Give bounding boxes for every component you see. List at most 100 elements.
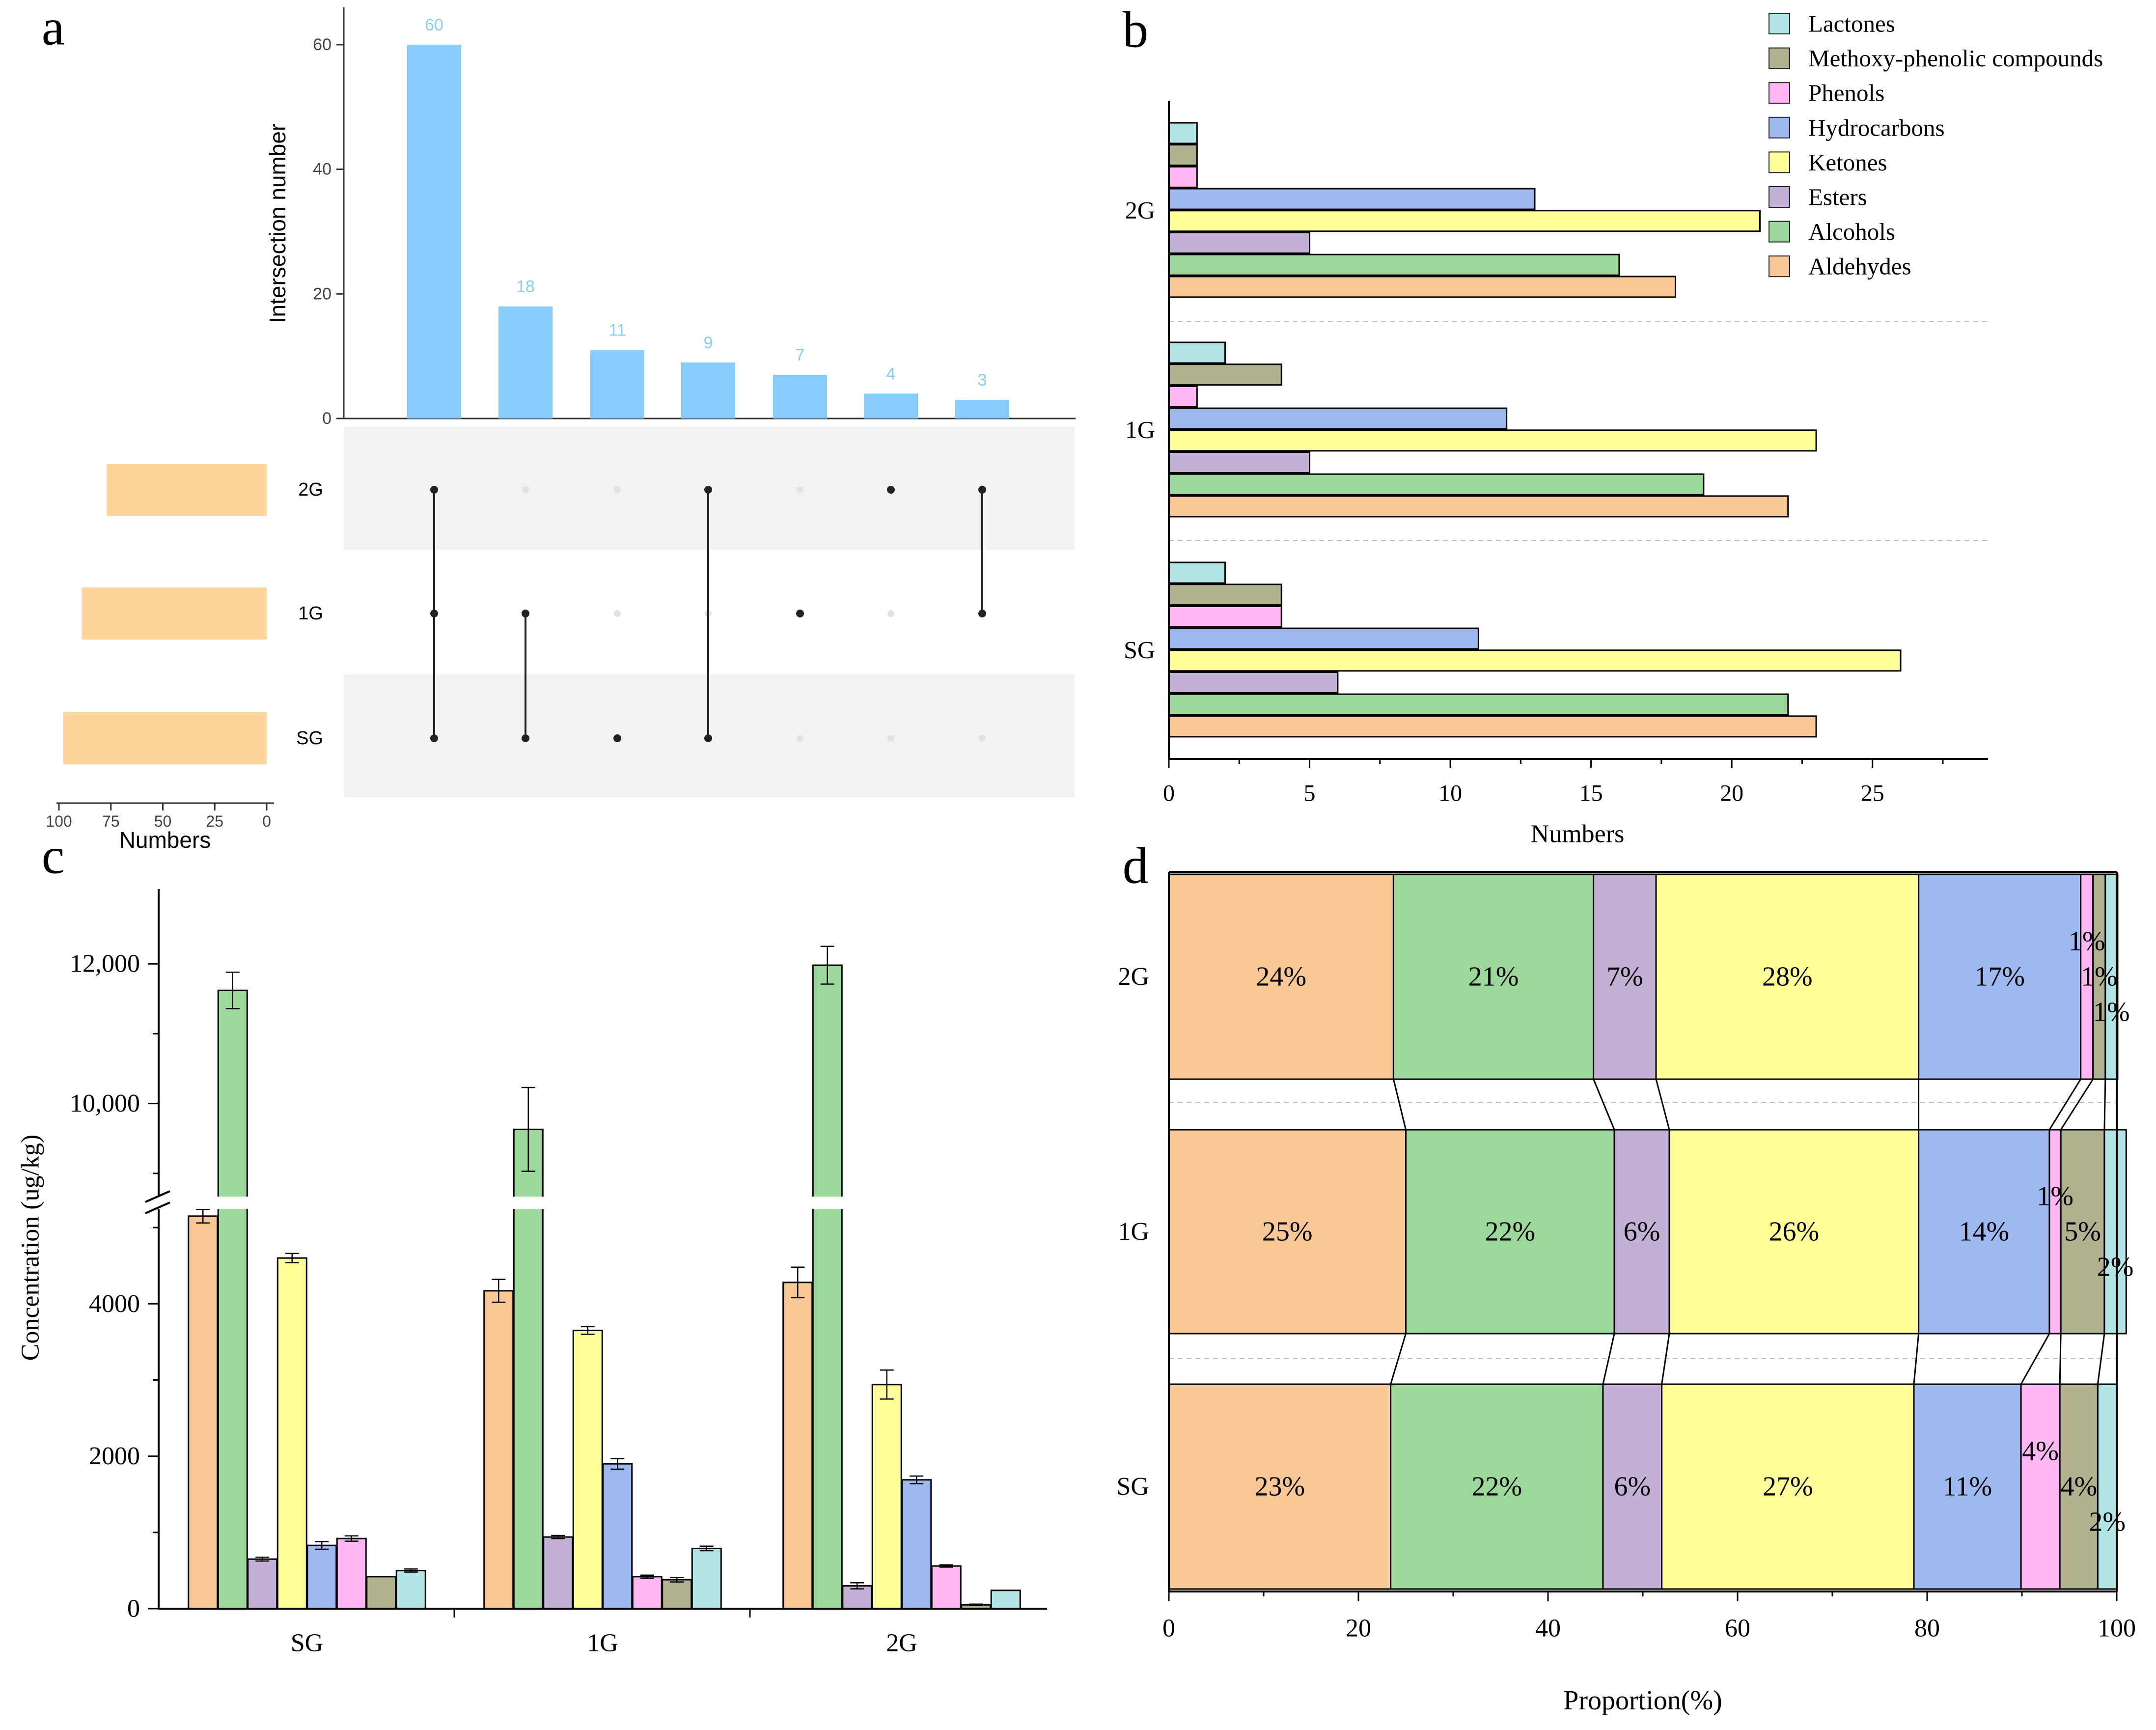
b-legend-swatch-ketones	[1769, 151, 1790, 173]
d-segment-label: 22%	[1471, 1472, 1522, 1502]
d-segment-label: 1%	[2081, 962, 2118, 992]
a-intersection-bar	[955, 399, 1009, 419]
d-segment-label: 22%	[1485, 1217, 1535, 1247]
c-y-axis-label: Concentration (ug/kg)	[17, 1135, 45, 1361]
b-legend-swatch-aldehydes	[1769, 255, 1790, 278]
a-set-size-bar	[63, 712, 267, 764]
c-bar-methoxy-phenolic-compounds	[366, 1576, 397, 1610]
b-bar-methoxy-phenolic-compounds	[1168, 363, 1282, 386]
a-matrix-dot-inactive	[797, 735, 803, 742]
d-segment-label: 17%	[1974, 962, 2025, 992]
b-legend-label: Phenols	[1808, 80, 1884, 107]
a-set-size-axis-label: Numbers	[119, 827, 211, 853]
c-bar-methoxy-phenolic-compounds	[662, 1579, 692, 1610]
d-segment-ketones	[1655, 873, 1920, 1080]
b-bar-lactones	[1168, 122, 1198, 144]
d-segment-label: 1%	[2037, 1181, 2073, 1212]
c-bar-hydrocarbons	[901, 1479, 932, 1610]
a-intersection-bar	[864, 393, 918, 419]
d-segment-methoxy-phenolic-compounds	[2059, 1383, 2099, 1590]
c-category-label: 1G	[587, 1629, 618, 1657]
a-bar-value-label: 3	[978, 371, 987, 390]
d-x-axis-label: Proportion(%)	[1563, 1685, 1722, 1716]
d-connector-line	[1593, 1079, 1615, 1130]
d-segment-label: 4%	[2022, 1436, 2059, 1467]
b-x-tick-label: 20	[1720, 781, 1743, 807]
a-set-name: 2G	[298, 479, 323, 500]
d-segment-aldehydes	[1168, 873, 1394, 1080]
a-matrix-dot-active	[887, 486, 895, 494]
panel-label-d: d	[1123, 837, 1149, 894]
a-y-axis-label: Intersection number	[265, 124, 290, 324]
a-bar-value-label: 7	[796, 346, 805, 364]
b-legend-swatch-phenols	[1769, 82, 1790, 104]
c-bar-aldehydes	[188, 1215, 219, 1610]
b-x-tick-label: 25	[1861, 781, 1884, 807]
c-bar-lactones	[990, 1590, 1021, 1610]
a-set-size-bar	[82, 587, 267, 640]
d-segment-alcohols	[1405, 1129, 1615, 1335]
c-category-label: 2G	[886, 1629, 917, 1657]
c-y-tick-label: 2000	[89, 1442, 140, 1470]
b-category-label: SG	[1124, 636, 1155, 663]
a-matrix-dot-active	[613, 734, 621, 742]
panel-label-c: c	[42, 827, 65, 885]
c-category-label: SG	[291, 1629, 323, 1657]
d-segment-label: 5%	[2064, 1217, 2101, 1247]
a-intersection-bar	[590, 350, 644, 419]
d-connector-line	[1390, 1333, 1407, 1385]
d-segment-label: 6%	[1624, 1217, 1660, 1247]
d-segment-esters	[1602, 1383, 1663, 1590]
d-segment-label: 2%	[2089, 1507, 2126, 1537]
b-category-label: 1G	[1125, 416, 1155, 443]
a-bar-value-label: 4	[886, 364, 896, 383]
b-legend-swatch-esters	[1769, 186, 1790, 208]
a-bar-value-label: 9	[704, 334, 713, 352]
b-bar-lactones	[1168, 341, 1226, 364]
c-bar-aldehydes	[483, 1290, 514, 1610]
d-segment-label: 1%	[2093, 997, 2130, 1028]
panel-label-a: a	[42, 0, 65, 56]
b-bar-hydrocarbons	[1168, 627, 1479, 650]
b-category-label: 2G	[1125, 196, 1155, 223]
a-intersection-bar	[681, 362, 735, 419]
c-bar-phenols	[931, 1565, 962, 1610]
d-segment-esters	[1613, 1129, 1670, 1335]
a-set-name: 1G	[298, 603, 323, 624]
d-connector-line	[2060, 1079, 2094, 1130]
b-bar-ketones	[1168, 429, 1817, 452]
d-segment-ketones	[1661, 1383, 1915, 1590]
b-legend-label: Aldehydes	[1808, 253, 1911, 280]
d-connector-line	[1602, 1333, 1615, 1385]
d-x-tick-label: 100	[2098, 1615, 2136, 1643]
d-segment-label: 1%	[2069, 926, 2105, 957]
c-bar-alcohols	[217, 989, 248, 1610]
b-bar-esters	[1168, 451, 1311, 474]
d-segment-alcohols	[1390, 1383, 1604, 1590]
c-bar-phenols	[336, 1537, 367, 1610]
a-bar-value-label: 11	[608, 321, 626, 339]
b-legend-swatch-hydrocarbons	[1769, 116, 1790, 139]
d-connector-line	[2020, 1333, 2050, 1385]
d-category-label: SG	[1117, 1473, 1149, 1501]
a-intersection-bar	[498, 306, 553, 419]
a-set-size-tick-label: 0	[262, 812, 271, 830]
c-bar-alcohols	[812, 964, 843, 1610]
b-bar-aldehydes	[1168, 495, 1789, 518]
d-segment-phenols	[2020, 1383, 2061, 1590]
d-segment-label: 14%	[1959, 1217, 2009, 1247]
a-matrix-dot-inactive	[522, 486, 529, 493]
d-category-label: 2G	[1118, 963, 1149, 991]
b-bar-hydrocarbons	[1168, 188, 1536, 210]
a-set-size-tick-label: 25	[206, 812, 223, 830]
b-legend-label: Methoxy-phenolic compounds	[1808, 45, 2103, 72]
d-connector-line	[2097, 1333, 2105, 1385]
c-bar-esters	[543, 1536, 574, 1610]
d-segment-label: 23%	[1254, 1472, 1305, 1502]
b-bar-methoxy-phenolic-compounds	[1168, 144, 1198, 167]
d-x-tick-label: 20	[1346, 1615, 1371, 1643]
b-bar-alcohols	[1168, 693, 1789, 716]
a-y-tick-label: 0	[322, 409, 332, 428]
